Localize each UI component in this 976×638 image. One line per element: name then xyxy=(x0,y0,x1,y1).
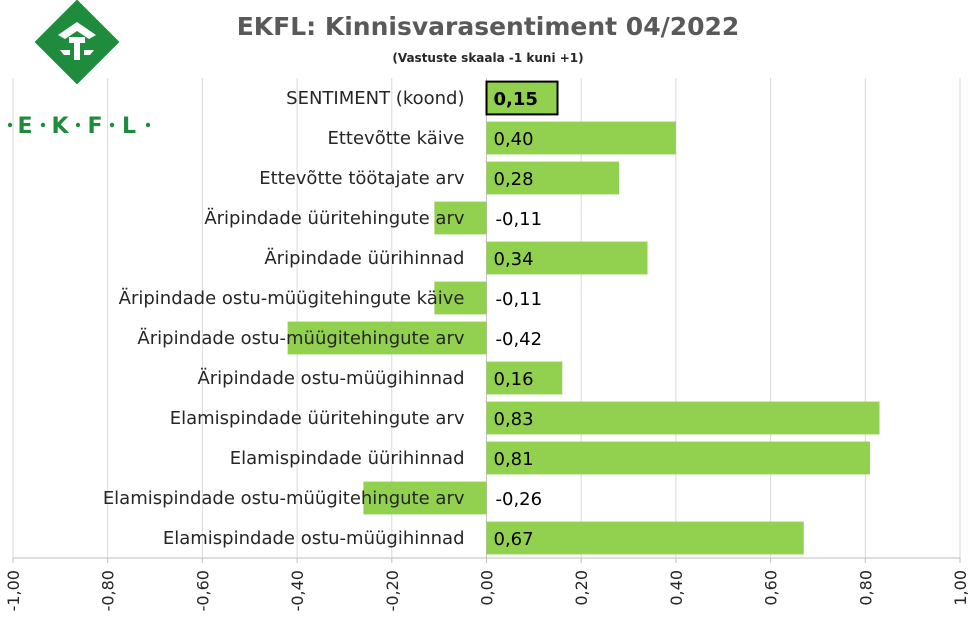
grid-layer xyxy=(12,78,961,563)
bar xyxy=(434,201,487,235)
logo-letter-k: K xyxy=(51,114,69,139)
category-label: Elamispindade üüritehingute arv xyxy=(170,408,465,429)
category-label: Äripindade üüritehingute arv xyxy=(204,208,465,229)
bar xyxy=(486,401,880,435)
category-label: Ettevõtte töötajate arv xyxy=(259,168,465,189)
category-label: Elamispindade ostu-müügihinnad xyxy=(163,528,465,549)
bar xyxy=(485,80,559,116)
value-label: -0,26 xyxy=(496,489,543,510)
value-label: 0,67 xyxy=(494,529,534,550)
category-label: SENTIMENT (koond) xyxy=(286,88,464,109)
tick-layer: -1,00 -0,80 -0,60 -0,40 -0,20 0,00 0,20 0,40 0,6… xyxy=(4,570,970,611)
bar xyxy=(486,241,648,275)
logo-letter-l: L xyxy=(122,114,136,139)
logo-diamond-icon xyxy=(34,0,120,85)
value-label: 0,83 xyxy=(494,409,534,430)
x-tick-label: -0,20 xyxy=(383,570,402,611)
logo-letter-e: E xyxy=(17,114,32,139)
bar xyxy=(287,321,487,355)
category-label: Äripindade ostu-müügitehingute käive xyxy=(119,288,465,309)
category-label: Ettevõtte käive xyxy=(327,128,464,149)
x-tick-label: -0,40 xyxy=(288,570,307,611)
value-label: 0,15 xyxy=(494,89,538,110)
value-label: -0,11 xyxy=(496,289,543,310)
ekfl-logo: E K F L xyxy=(7,0,151,139)
x-tick-label: 0,40 xyxy=(667,570,686,606)
logo-wordmark: E K F L xyxy=(7,114,151,139)
bar xyxy=(486,121,676,155)
x-tick-label: 0,20 xyxy=(572,570,591,606)
value-label: -0,11 xyxy=(496,209,543,230)
category-label: Elamispindade ostu-müügitehingute arv xyxy=(103,488,465,509)
x-tick-label: 0,60 xyxy=(762,570,781,606)
bar xyxy=(434,281,487,315)
value-label: 0,16 xyxy=(494,369,534,390)
bar xyxy=(486,521,804,555)
bar xyxy=(486,161,620,195)
bar xyxy=(486,361,563,395)
chart-subtitle: (Vastuste skaala -1 kuni +1) xyxy=(392,51,584,65)
label-layer: SENTIMENT (koond) 0,15 Ettevõtte käive 0,40… xyxy=(103,88,542,550)
category-label: Elamispindade üürihinnad xyxy=(230,448,465,469)
bar xyxy=(363,481,487,515)
x-tick-label: -1,00 xyxy=(4,570,23,611)
logo-letter-f: F xyxy=(87,114,102,139)
category-label: Äripindade ostu-müügitehingute arv xyxy=(137,328,464,349)
bar xyxy=(486,441,871,475)
category-label: Äripindade ostu-müügihinnad xyxy=(197,368,464,389)
x-tick-label: 0,80 xyxy=(856,570,875,606)
value-label: 0,40 xyxy=(494,129,534,150)
category-label: Äripindade üürihinnad xyxy=(264,248,464,269)
bar-layer xyxy=(287,80,880,555)
value-label: 0,28 xyxy=(494,169,534,190)
x-tick-label: 1,00 xyxy=(951,570,970,606)
x-tick-label: -0,80 xyxy=(99,570,118,611)
x-tick-label: -0,60 xyxy=(193,570,212,611)
x-tick-label: 0,00 xyxy=(478,570,497,606)
value-label: 0,34 xyxy=(494,249,534,270)
chart-title: EKFL: Kinnisvarasentiment 04/2022 xyxy=(236,12,740,41)
value-label: 0,81 xyxy=(494,449,534,470)
value-label: -0,42 xyxy=(496,329,543,350)
